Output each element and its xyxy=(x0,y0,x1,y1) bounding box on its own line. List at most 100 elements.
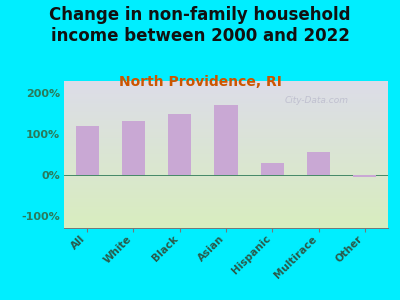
Bar xyxy=(64,190,388,191)
Bar xyxy=(64,89,388,90)
Bar xyxy=(64,163,388,164)
Bar xyxy=(64,205,388,206)
Bar xyxy=(64,140,388,141)
Bar xyxy=(64,154,388,155)
Bar xyxy=(64,220,388,221)
Bar xyxy=(64,148,388,149)
Bar xyxy=(64,112,388,113)
Bar xyxy=(64,142,388,143)
Bar xyxy=(64,222,388,223)
Bar xyxy=(64,223,388,224)
Bar xyxy=(64,81,388,82)
Bar xyxy=(64,98,388,99)
Bar xyxy=(64,177,388,178)
Bar xyxy=(64,93,388,94)
Bar xyxy=(64,162,388,163)
Bar xyxy=(64,108,388,109)
Bar xyxy=(64,133,388,134)
Bar xyxy=(64,166,388,167)
Bar xyxy=(64,155,388,156)
Bar xyxy=(64,198,388,199)
Bar xyxy=(64,204,388,205)
Bar xyxy=(64,146,388,147)
Bar xyxy=(168,114,191,175)
Bar xyxy=(64,183,388,184)
Bar xyxy=(64,116,388,117)
Bar xyxy=(64,181,388,182)
Bar xyxy=(64,107,388,108)
Bar xyxy=(64,147,388,148)
Bar xyxy=(64,103,388,104)
Bar xyxy=(64,224,388,225)
Bar xyxy=(64,173,388,174)
Bar xyxy=(64,169,388,170)
Bar xyxy=(64,144,388,145)
Bar xyxy=(64,213,388,214)
Bar xyxy=(64,90,388,91)
Bar xyxy=(64,100,388,101)
Bar xyxy=(64,186,388,187)
Bar xyxy=(353,175,376,177)
Bar xyxy=(64,199,388,200)
Bar xyxy=(64,227,388,228)
Bar xyxy=(64,172,388,173)
Bar xyxy=(64,212,388,213)
Bar xyxy=(64,184,388,185)
Bar xyxy=(64,139,388,140)
Bar xyxy=(64,137,388,138)
Bar xyxy=(64,119,388,120)
Bar xyxy=(64,188,388,189)
Bar xyxy=(64,179,388,180)
Bar xyxy=(64,165,388,166)
Bar xyxy=(64,225,388,226)
Bar xyxy=(64,118,388,119)
Bar xyxy=(64,167,388,168)
Bar xyxy=(64,125,388,126)
Bar xyxy=(76,126,99,175)
Bar xyxy=(64,83,388,84)
Bar xyxy=(64,88,388,89)
Bar xyxy=(64,141,388,142)
Bar xyxy=(214,106,238,175)
Bar xyxy=(64,101,388,102)
Bar xyxy=(261,163,284,175)
Bar xyxy=(64,175,388,176)
Bar xyxy=(64,82,388,83)
Bar xyxy=(64,185,388,186)
Bar xyxy=(64,157,388,158)
Bar xyxy=(64,197,388,198)
Bar xyxy=(64,156,388,157)
Bar xyxy=(64,202,388,203)
Bar xyxy=(64,106,388,107)
Bar xyxy=(64,160,388,161)
Bar xyxy=(64,118,388,119)
Bar xyxy=(64,170,388,171)
Bar xyxy=(64,201,388,202)
Bar xyxy=(64,126,388,127)
Bar xyxy=(64,174,388,175)
Text: Change in non-family household
income between 2000 and 2022: Change in non-family household income be… xyxy=(49,6,351,45)
Bar xyxy=(64,214,388,215)
Bar xyxy=(64,91,388,92)
Bar xyxy=(64,178,388,179)
Bar xyxy=(64,99,388,100)
Bar xyxy=(64,164,388,165)
Bar xyxy=(64,217,388,218)
Bar xyxy=(64,206,388,207)
Bar xyxy=(64,226,388,227)
Bar xyxy=(64,189,388,190)
Bar xyxy=(64,114,388,115)
Bar xyxy=(64,120,388,121)
Bar xyxy=(64,145,388,146)
Bar xyxy=(64,123,388,124)
Bar xyxy=(64,115,388,116)
Bar xyxy=(64,216,388,217)
Bar xyxy=(64,219,388,220)
Bar xyxy=(64,86,388,87)
Bar xyxy=(64,95,388,96)
Bar xyxy=(64,196,388,197)
Bar xyxy=(64,136,388,137)
Bar xyxy=(64,127,388,128)
Bar xyxy=(64,109,388,110)
Bar xyxy=(64,113,388,114)
